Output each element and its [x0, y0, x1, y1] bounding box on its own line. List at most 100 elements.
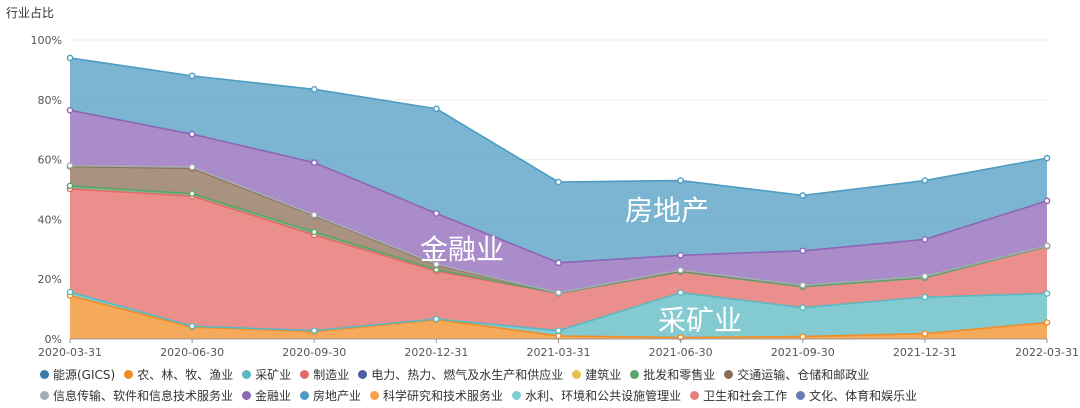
legend: 能源(GICS) 农、林、牧、渔业 采矿业 制造业 电力、热力、燃气及水生产和供应业 建筑… [40, 364, 1070, 406]
legend-item[interactable]: 卫生和社会工作 [690, 387, 787, 404]
point-金融业 [1043, 197, 1051, 205]
legend-marker [724, 370, 734, 379]
point-房地产业 [677, 177, 684, 184]
legend-row: 能源(GICS) 农、林、牧、渔业 采矿业 制造业 电力、热力、燃气及水生产和供应业 建筑… [40, 364, 1070, 385]
legend-item[interactable]: 科学研究和技术服务业 [370, 387, 503, 404]
legend-marker [242, 370, 252, 379]
legend-marker [630, 370, 640, 379]
area-交通运输、仓储和邮政业 [70, 166, 1047, 294]
legend-marker [512, 391, 522, 400]
legend-label: 建筑业 [585, 368, 622, 382]
x-tick-label: 2020-03-31 [38, 346, 102, 359]
legend-marker [124, 370, 134, 379]
y-tick-label: 100% [31, 34, 62, 47]
point-金融业 [66, 106, 74, 114]
point-采矿业 [433, 315, 440, 323]
legend-marker [358, 370, 368, 379]
legend-item[interactable]: 水利、环境和公共设施管理业 [512, 387, 681, 404]
x-tick-label: 2021-09-30 [771, 346, 835, 359]
legend-marker [572, 370, 582, 379]
legend-label: 金融业 [255, 389, 292, 403]
point-农、林、牧、渔业 [555, 332, 562, 340]
y-tick-label: 60% [38, 154, 62, 167]
legend-label: 卫生和社会工作 [703, 389, 788, 403]
point-信息传输、软件和信息技术服务业 [310, 211, 318, 219]
point-房地产业 [921, 177, 929, 184]
point-农、林、牧、渔业 [799, 333, 807, 340]
legend-marker [40, 370, 49, 379]
point-农、林、牧、渔业 [921, 330, 929, 337]
annotation-label: 采矿业 [658, 304, 742, 337]
point-信息传输、软件和信息技术服务业 [66, 162, 74, 169]
point-农、林、牧、渔业 [1043, 319, 1051, 326]
point-房地产业 [1043, 154, 1051, 162]
area-采矿业 [70, 292, 1047, 338]
point-信息传输、软件和信息技术服务业 [433, 260, 440, 268]
legend-item[interactable]: 农、林、牧、渔业 [124, 366, 233, 383]
legend-item[interactable]: 电力、热力、燃气及水生产和供应业 [358, 366, 563, 383]
point-房地产业 [310, 86, 318, 93]
point-房地产业 [66, 54, 74, 62]
legend-item[interactable]: 房地产业 [300, 387, 361, 404]
area-农、林、牧、渔业 [70, 295, 1047, 339]
point-信息传输、软件和信息技术服务业 [677, 266, 684, 274]
legend-label: 文化、体育和娱乐业 [809, 389, 918, 403]
x-tick-label: 2020-12-31 [404, 346, 468, 359]
annotation-label: 房地产 [625, 194, 709, 227]
area-制造业 [70, 188, 1047, 331]
legend-label: 信息传输、软件和信息技术服务业 [53, 389, 234, 403]
x-tick-label: 2021-06-30 [649, 346, 713, 359]
point-金融业 [188, 130, 196, 138]
point-信息传输、软件和信息技术服务业 [555, 289, 562, 296]
point-信息传输、软件和信息技术服务业 [799, 281, 807, 289]
legend-label: 农、林、牧、渔业 [137, 368, 234, 382]
legend-item[interactable]: 建筑业 [572, 366, 621, 383]
legend-item[interactable]: 文化、体育和娱乐业 [796, 387, 917, 404]
legend-marker [690, 391, 700, 400]
point-金融业 [677, 251, 684, 259]
legend-label: 房地产业 [313, 389, 362, 403]
y-axis-title: 行业占比 [6, 6, 55, 20]
legend-item[interactable]: 制造业 [300, 366, 349, 383]
point-采矿业 [310, 327, 318, 334]
legend-item[interactable]: 交通运输、仓储和邮政业 [724, 366, 869, 383]
point-批发和零售业 [66, 182, 74, 190]
point-采矿业 [555, 327, 562, 334]
legend-item[interactable]: 能源(GICS) [40, 366, 115, 383]
legend-marker [242, 391, 252, 400]
legend-label: 能源(GICS) [53, 368, 116, 382]
y-tick-label: 80% [38, 94, 62, 107]
legend-marker [300, 391, 310, 400]
y-tick-label: 40% [38, 213, 62, 226]
point-金融业 [921, 236, 929, 243]
point-采矿业 [188, 322, 196, 330]
point-采矿业 [921, 293, 929, 301]
point-采矿业 [799, 304, 807, 311]
legend-marker [796, 391, 806, 400]
point-房地产业 [433, 105, 440, 113]
legend-item[interactable]: 批发和零售业 [630, 366, 715, 383]
x-tick-label: 2021-03-31 [527, 346, 591, 359]
point-金融业 [310, 159, 318, 166]
x-tick-label: 2021-12-31 [893, 346, 957, 359]
legend-label: 水利、环境和公共设施管理业 [525, 389, 682, 403]
point-金融业 [799, 247, 807, 255]
point-信息传输、软件和信息技术服务业 [1043, 242, 1051, 250]
point-批发和零售业 [188, 190, 196, 197]
legend-row: 信息传输、软件和信息技术服务业 金融业 房地产业 科学研究和技术服务业 水利、环境和公共… [40, 385, 1070, 406]
legend-marker [370, 391, 380, 400]
point-采矿业 [677, 289, 684, 296]
legend-marker [300, 370, 310, 379]
legend-item[interactable]: 采矿业 [242, 366, 291, 383]
legend-item[interactable]: 金融业 [242, 387, 291, 404]
y-tick-label: 20% [38, 273, 62, 286]
point-房地产业 [555, 178, 562, 186]
point-信息传输、软件和信息技术服务业 [921, 272, 929, 280]
legend-label: 电力、热力、燃气及水生产和供应业 [371, 368, 564, 382]
area-房地产业 [70, 57, 1047, 263]
legend-item[interactable]: 信息传输、软件和信息技术服务业 [40, 387, 233, 404]
point-信息传输、软件和信息技术服务业 [188, 163, 196, 171]
point-金融业 [555, 259, 562, 267]
legend-label: 批发和零售业 [643, 368, 716, 382]
